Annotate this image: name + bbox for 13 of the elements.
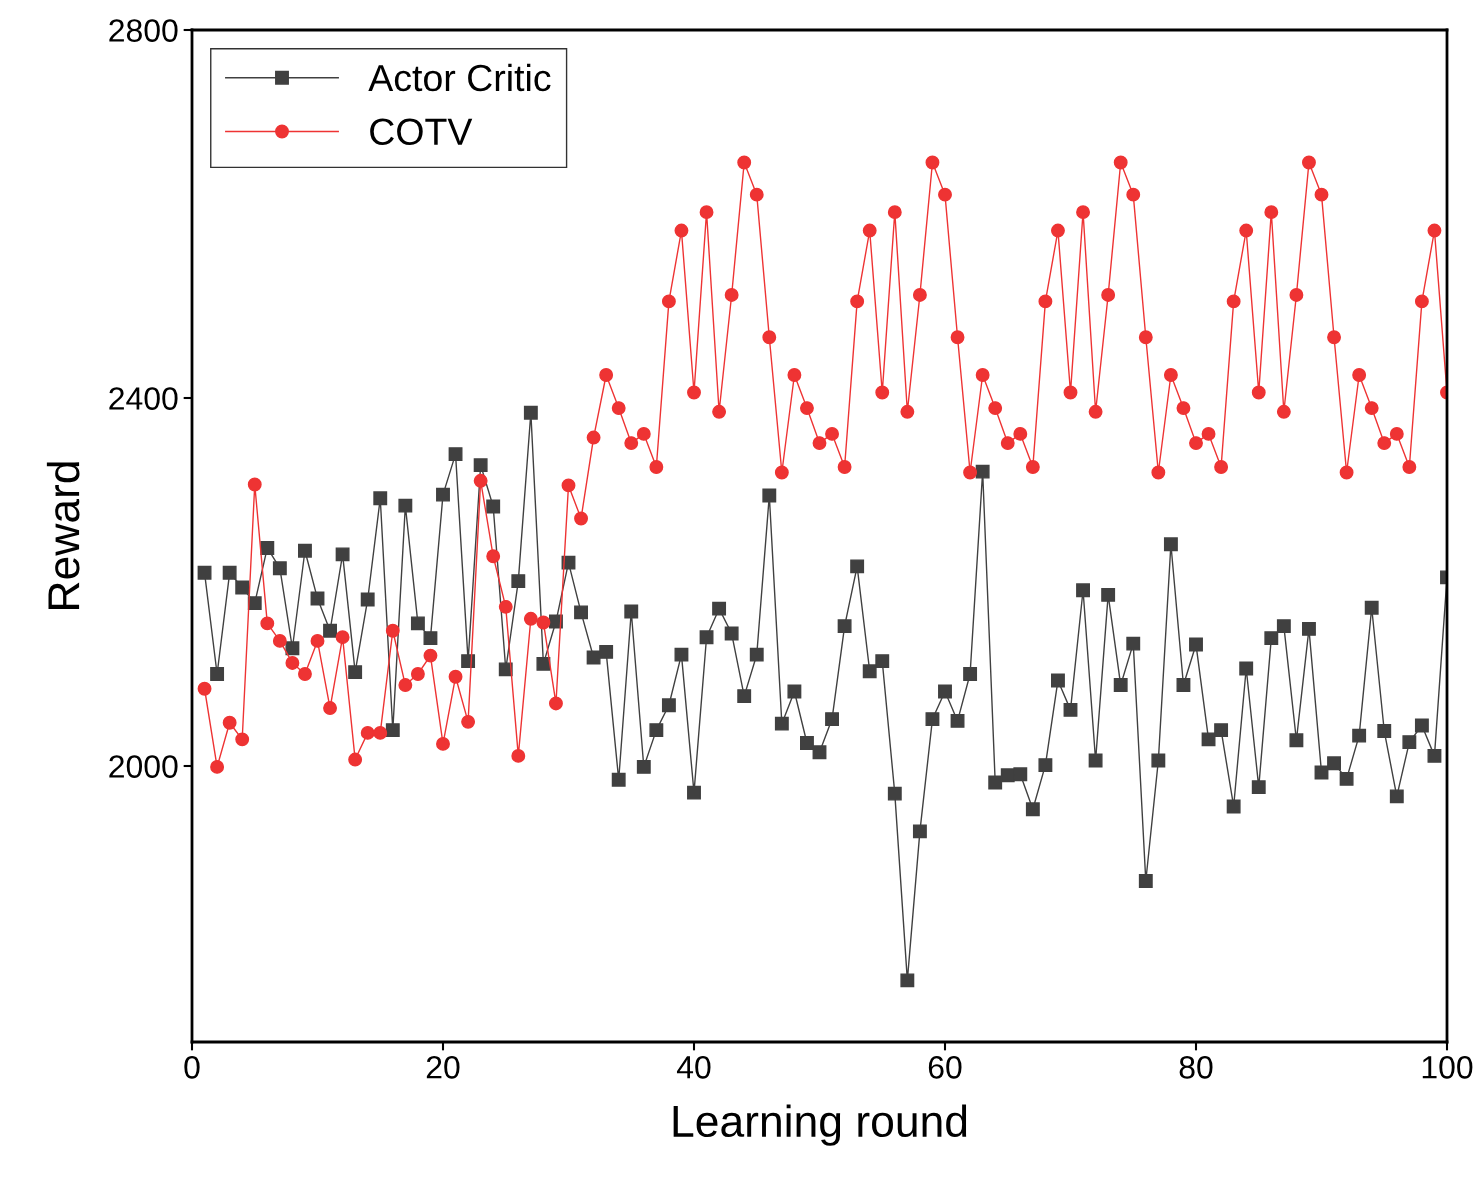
y-tick-label: 2000 [109,755,178,778]
y-axis-title: Reward [46,462,80,609]
x-tick-label: 40 [676,1056,711,1079]
legend-label: COTV [370,118,473,145]
x-tick-label: 80 [1179,1056,1213,1079]
x-tick-label: 0 [184,1056,200,1079]
y-tick-label: 2400 [109,387,178,410]
x-tick-label: 60 [928,1056,962,1079]
legend-label: Actor Critic [368,63,551,92]
x-axis-title: Learning round [673,1104,967,1146]
y-tick-label: 2800 [109,19,178,42]
x-tick-label: 20 [426,1056,460,1079]
x-tick-label: 100 [1422,1056,1473,1079]
